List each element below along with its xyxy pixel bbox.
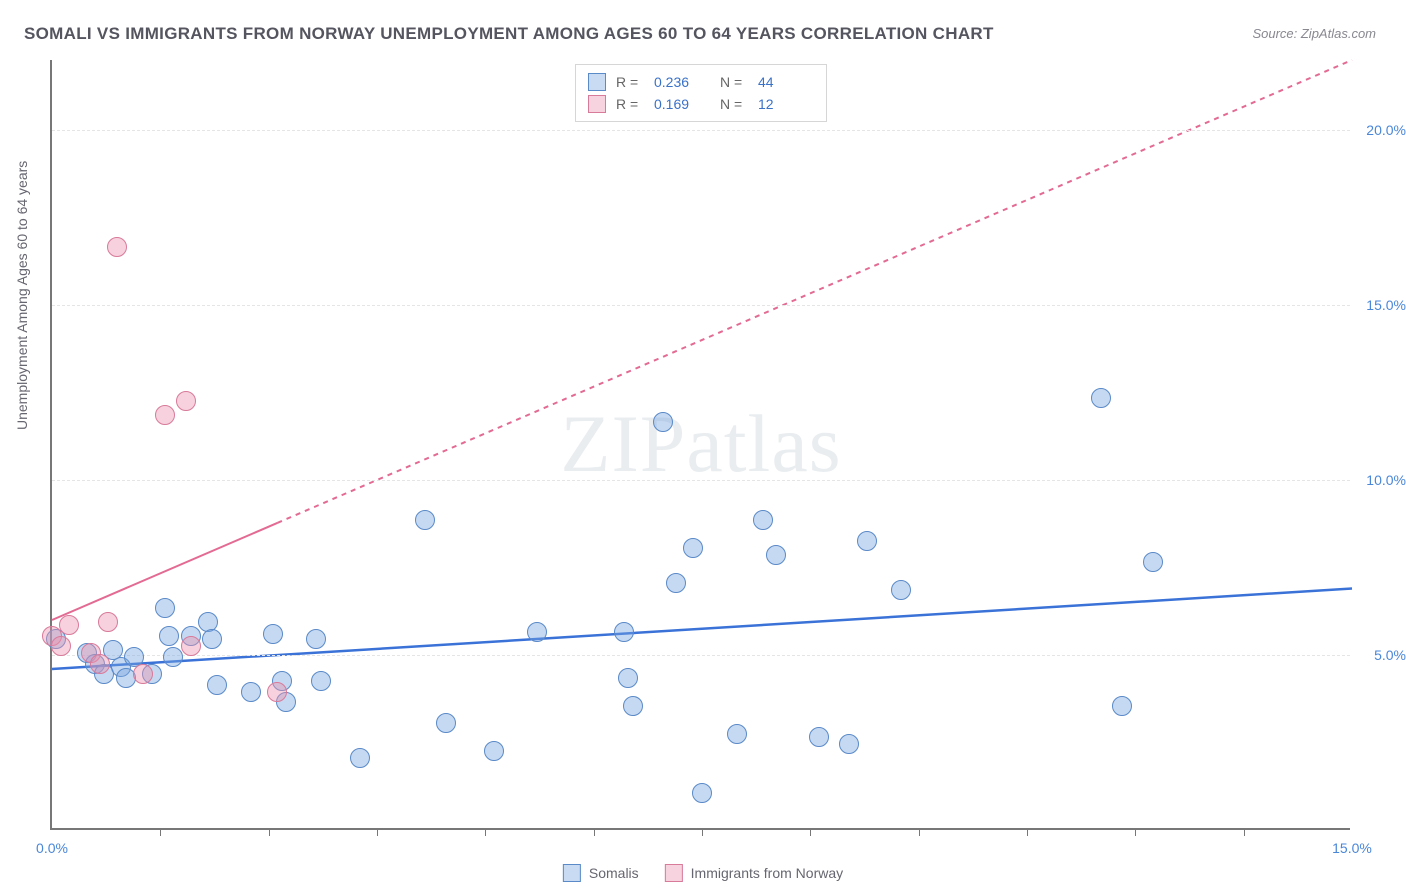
marker-somalis [809, 727, 829, 747]
marker-somalis [263, 624, 283, 644]
chart-title: SOMALI VS IMMIGRANTS FROM NORWAY UNEMPLO… [24, 24, 994, 44]
gridline [52, 305, 1350, 306]
marker-somalis [159, 626, 179, 646]
gridline [52, 130, 1350, 131]
marker-somalis [436, 713, 456, 733]
y-tick-label: 10.0% [1366, 472, 1406, 488]
marker-somalis [527, 622, 547, 642]
marker-norway [107, 237, 127, 257]
x-minor-tick [377, 828, 378, 836]
marker-somalis [623, 696, 643, 716]
marker-somalis [857, 531, 877, 551]
swatch-somalis [588, 73, 606, 91]
y-tick-label: 15.0% [1366, 297, 1406, 313]
legend-n-value-somalis: 44 [758, 71, 814, 93]
legend-item-somalis: Somalis [563, 864, 639, 882]
x-minor-tick [594, 828, 595, 836]
swatch-norway-icon [665, 864, 683, 882]
marker-somalis [306, 629, 326, 649]
x-minor-tick [702, 828, 703, 836]
marker-norway [155, 405, 175, 425]
legend-label-somalis: Somalis [589, 865, 639, 881]
plot-area: ZIPatlas R = 0.236 N = 44 R = 0.169 N = … [50, 60, 1350, 830]
marker-somalis [766, 545, 786, 565]
marker-norway [98, 612, 118, 632]
x-minor-tick [1244, 828, 1245, 836]
marker-somalis [415, 510, 435, 530]
legend-n-value-norway: 12 [758, 93, 814, 115]
marker-somalis [1112, 696, 1132, 716]
x-minor-tick [160, 828, 161, 836]
x-minor-tick [810, 828, 811, 836]
legend-r-label: R = [616, 93, 644, 115]
x-minor-tick [1135, 828, 1136, 836]
marker-norway [133, 664, 153, 684]
swatch-norway [588, 95, 606, 113]
marker-somalis [350, 748, 370, 768]
y-tick-label: 20.0% [1366, 122, 1406, 138]
y-axis-label: Unemployment Among Ages 60 to 64 years [14, 161, 30, 430]
marker-norway [59, 615, 79, 635]
marker-norway [51, 636, 71, 656]
correlation-legend: R = 0.236 N = 44 R = 0.169 N = 12 [575, 64, 827, 122]
marker-norway [176, 391, 196, 411]
trend-lines-svg [52, 60, 1350, 828]
marker-somalis [202, 629, 222, 649]
legend-n-label: N = [720, 71, 748, 93]
source-attribution: Source: ZipAtlas.com [1252, 26, 1376, 41]
legend-r-value-somalis: 0.236 [654, 71, 710, 93]
legend-row-somalis: R = 0.236 N = 44 [588, 71, 814, 93]
legend-item-norway: Immigrants from Norway [665, 864, 843, 882]
marker-somalis [484, 741, 504, 761]
legend-row-norway: R = 0.169 N = 12 [588, 93, 814, 115]
gridline [52, 655, 1350, 656]
x-tick-label: 0.0% [36, 840, 68, 856]
legend-label-norway: Immigrants from Norway [691, 865, 843, 881]
x-minor-tick [485, 828, 486, 836]
x-minor-tick [919, 828, 920, 836]
watermark-bold: ZIP [560, 398, 686, 489]
marker-somalis [618, 668, 638, 688]
x-minor-tick [269, 828, 270, 836]
marker-norway [181, 636, 201, 656]
watermark: ZIPatlas [560, 397, 841, 491]
marker-somalis [692, 783, 712, 803]
marker-somalis [683, 538, 703, 558]
marker-somalis [311, 671, 331, 691]
series-legend: Somalis Immigrants from Norway [563, 864, 843, 882]
marker-norway [90, 654, 110, 674]
legend-r-value-norway: 0.169 [654, 93, 710, 115]
y-tick-label: 5.0% [1374, 647, 1406, 663]
marker-somalis [839, 734, 859, 754]
marker-somalis [727, 724, 747, 744]
swatch-somalis-icon [563, 864, 581, 882]
marker-norway [267, 682, 287, 702]
watermark-thin: atlas [686, 398, 841, 489]
legend-n-label: N = [720, 93, 748, 115]
marker-somalis [666, 573, 686, 593]
gridline [52, 480, 1350, 481]
marker-somalis [653, 412, 673, 432]
marker-somalis [207, 675, 227, 695]
x-minor-tick [1027, 828, 1028, 836]
marker-somalis [155, 598, 175, 618]
x-tick-label: 15.0% [1332, 840, 1372, 856]
marker-somalis [614, 622, 634, 642]
marker-somalis [241, 682, 261, 702]
marker-somalis [1143, 552, 1163, 572]
marker-somalis [753, 510, 773, 530]
marker-somalis [891, 580, 911, 600]
marker-somalis [1091, 388, 1111, 408]
legend-r-label: R = [616, 71, 644, 93]
